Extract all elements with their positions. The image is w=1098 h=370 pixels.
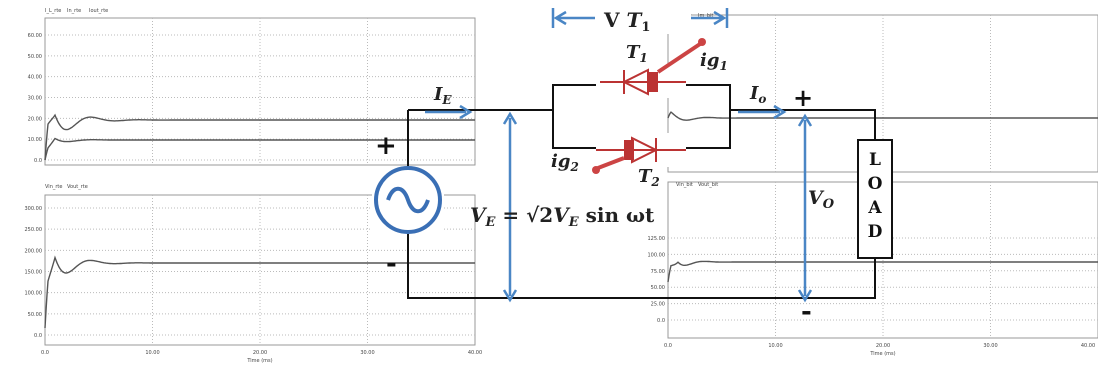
gate-1	[656, 42, 702, 74]
wire	[407, 109, 876, 299]
x-tick-label: 0.0	[664, 343, 672, 349]
x-tick-label: 30.00	[983, 343, 997, 349]
load-letter: D	[868, 222, 883, 242]
y-tick-label: 100.00	[648, 252, 666, 258]
waveform	[44, 255, 475, 329]
source-minus: -	[386, 249, 397, 279]
io-label: Io	[749, 83, 766, 106]
waveform	[44, 137, 475, 161]
y-tick-label: 0.0	[34, 158, 42, 164]
y-tick-label: 0.0	[34, 333, 42, 339]
y-tick-label: 125.00	[648, 236, 666, 242]
waveform	[667, 260, 1098, 283]
y-tick-label: 25.00	[651, 302, 665, 308]
y-tick-label: 50.00	[28, 54, 42, 60]
legend-entry: Iout_rte	[89, 8, 108, 14]
load-letter: L	[869, 150, 881, 170]
circuit	[372, 4, 893, 303]
x-tick-label: 10.00	[145, 350, 159, 356]
vo-label: VO	[808, 187, 835, 212]
gate-2	[597, 156, 625, 170]
y-tick-label: 250.00	[25, 227, 43, 233]
y-tick-label: 0.0	[657, 318, 665, 324]
x-axis-label: Time (ms)	[246, 358, 272, 364]
ig1-label: ig1	[700, 50, 728, 73]
x-tick-label: 30.00	[360, 350, 374, 356]
y-tick-label: 60.00	[28, 33, 42, 39]
y-tick-label: 50.00	[651, 285, 665, 291]
labels: V T1 T1 ig1 ig2 T2 IE Io VO + - + - VE =…	[375, 8, 883, 327]
x-tick-label: 40.00	[468, 350, 482, 356]
legend-entry: I_L_rte	[45, 8, 61, 14]
y-tick-label: 100.00	[25, 291, 43, 297]
source-plus: +	[375, 131, 397, 161]
y-tick-label: 200.00	[25, 248, 43, 254]
y-tick-label: 300.00	[25, 206, 43, 212]
load-plus: +	[793, 83, 813, 112]
plot-frame	[44, 17, 476, 166]
y-tick-label: 20.00	[28, 116, 42, 122]
y-tick-label: 40.00	[28, 75, 42, 81]
y-tick-label: 50.00	[28, 312, 42, 318]
waveform	[667, 111, 1098, 121]
ie-label: IE	[433, 84, 452, 107]
x-tick-label: 10.00	[768, 343, 782, 349]
y-tick-label: 75.00	[651, 269, 665, 275]
x-tick-label: 20.00	[876, 343, 890, 349]
legend-entry: Vin_bit	[676, 182, 693, 188]
load-letter: O	[868, 174, 883, 194]
x-tick-label: 0.0	[41, 350, 49, 356]
load-letter: A	[867, 198, 882, 218]
legend-entry: Vout_rte	[67, 184, 88, 190]
y-tick-label: 150.00	[25, 270, 43, 276]
waveform	[44, 113, 475, 161]
ig2-label: ig2	[551, 151, 579, 174]
legend-entry: Im_bit	[698, 13, 713, 19]
y-tick-label: 30.00	[28, 96, 42, 102]
load-box	[857, 139, 893, 259]
t2-label: T2	[638, 166, 660, 189]
legend-entry: In_rte	[67, 8, 81, 14]
x-axis-label: Time (ms)	[869, 351, 895, 357]
plots: 60.00 50.00 40.00 30.00 20.00 10.00 0.0 I_L_rte…	[25, 8, 1098, 364]
x-tick-label: 20.00	[253, 350, 267, 356]
vt-label: V T1	[603, 8, 650, 35]
load-minus: -	[801, 297, 812, 327]
t1-label: T1	[626, 42, 648, 65]
legend-entry: Vin_rte	[45, 184, 62, 190]
legend-entry: Vout_bit	[698, 182, 718, 188]
sine-icon	[386, 186, 430, 214]
x-tick-label: 40.00	[1081, 343, 1095, 349]
arrows	[425, 8, 813, 303]
y-tick-label: 10.00	[28, 137, 42, 143]
equation: VE = √2VE sin ωt	[470, 203, 655, 230]
